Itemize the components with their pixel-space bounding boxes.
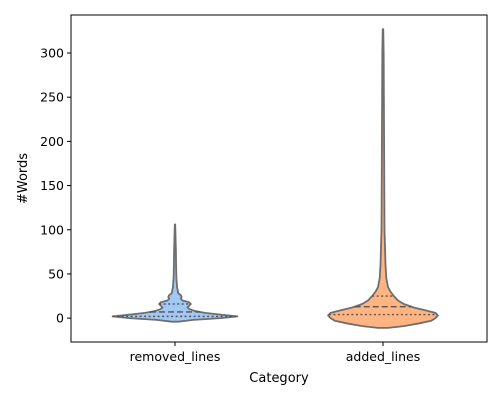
y-tick-label: 0	[56, 311, 64, 326]
x-axis-label: Category	[249, 371, 309, 386]
y-tick-label: 150	[40, 178, 64, 193]
y-axis-ticks: 0 50 100 150 200 250 300	[40, 46, 71, 326]
violins	[113, 29, 438, 328]
x-axis-ticks: removed_lines added_lines	[130, 342, 421, 364]
y-tick-label: 100	[40, 222, 64, 237]
x-tick-label: added_lines	[346, 349, 420, 364]
y-tick-label: 200	[40, 134, 64, 149]
violin-body-removed_lines	[113, 224, 238, 321]
y-tick-label: 250	[40, 90, 64, 105]
y-axis-label: #Words	[16, 153, 31, 204]
plot-frame	[71, 15, 487, 342]
y-tick-label: 50	[48, 266, 64, 281]
violin-body-added_lines	[328, 29, 438, 328]
x-tick-label: removed_lines	[130, 349, 221, 364]
y-tick-label: 300	[40, 46, 64, 61]
